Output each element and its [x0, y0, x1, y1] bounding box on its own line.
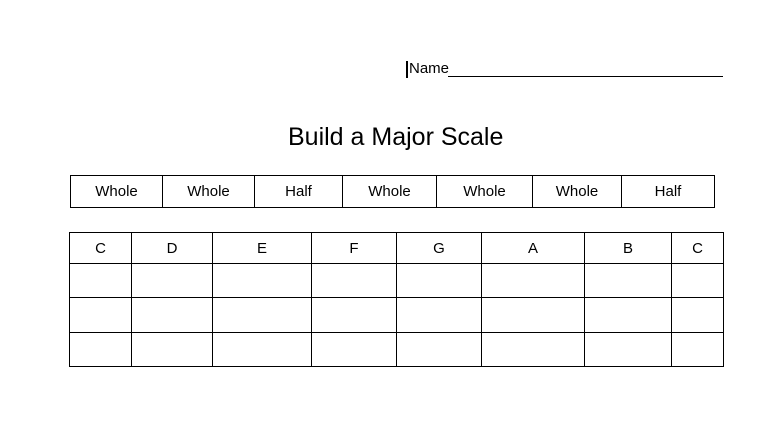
note-header-cell: A — [481, 232, 585, 264]
table-row — [69, 297, 724, 333]
note-header-cell: F — [311, 232, 397, 264]
note-input-cell[interactable] — [131, 297, 213, 333]
note-input-cell[interactable] — [212, 332, 312, 367]
page-title: Build a Major Scale — [288, 123, 504, 151]
interval-cell: Whole — [163, 176, 255, 207]
name-label: Name — [409, 60, 450, 77]
interval-cell: Whole — [343, 176, 437, 207]
note-input-cell[interactable] — [69, 297, 132, 333]
table-row — [69, 332, 724, 367]
note-header-cell: C — [671, 232, 724, 264]
table-row — [69, 263, 724, 298]
note-input-cell[interactable] — [671, 297, 724, 333]
note-input-cell[interactable] — [481, 332, 585, 367]
note-header-cell: E — [212, 232, 312, 264]
interval-cell: Whole — [533, 176, 622, 207]
note-input-cell[interactable] — [311, 332, 397, 367]
note-input-cell[interactable] — [131, 263, 213, 298]
note-input-cell[interactable] — [396, 332, 482, 367]
note-input-cell[interactable] — [396, 263, 482, 298]
name-fill-in-line[interactable] — [448, 61, 723, 77]
note-header-cell: G — [396, 232, 482, 264]
note-input-cell[interactable] — [69, 263, 132, 298]
interval-row: Whole Whole Half Whole Whole Whole Half — [70, 175, 715, 208]
note-input-cell[interactable] — [311, 263, 397, 298]
note-input-cell[interactable] — [584, 263, 672, 298]
interval-cell: Whole — [71, 176, 163, 207]
note-input-cell[interactable] — [584, 332, 672, 367]
note-header-cell: B — [584, 232, 672, 264]
note-input-cell[interactable] — [671, 263, 724, 298]
note-input-cell[interactable] — [212, 263, 312, 298]
note-header-cell: D — [131, 232, 213, 264]
note-input-cell[interactable] — [212, 297, 312, 333]
interval-cell: Half — [654, 183, 682, 200]
note-input-cell[interactable] — [584, 297, 672, 333]
note-header-cell: C — [69, 232, 132, 264]
note-input-cell[interactable] — [131, 332, 213, 367]
note-input-cell[interactable] — [481, 297, 585, 333]
interval-cell: Whole — [437, 176, 533, 207]
text-cursor-caret — [406, 61, 408, 78]
note-input-cell[interactable] — [69, 332, 132, 367]
note-input-cell[interactable] — [481, 263, 585, 298]
note-input-cell[interactable] — [311, 297, 397, 333]
note-input-cell[interactable] — [396, 297, 482, 333]
note-input-cell[interactable] — [671, 332, 724, 367]
interval-cell: Half — [255, 176, 343, 207]
